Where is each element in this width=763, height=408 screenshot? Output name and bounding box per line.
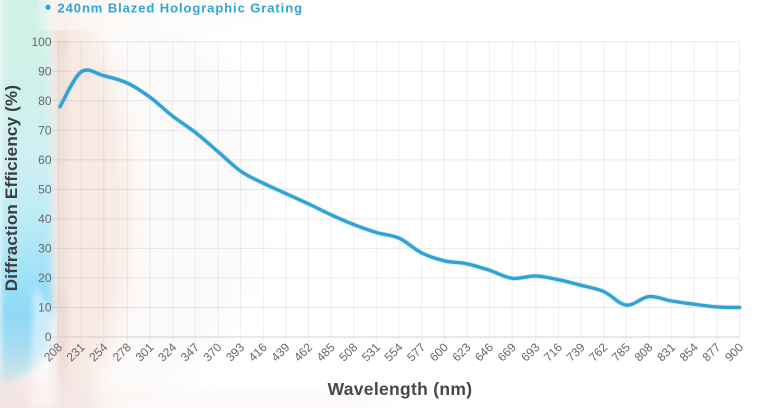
svg-text:90: 90 [38,65,52,79]
svg-text:20: 20 [38,271,52,285]
svg-text:70: 70 [38,124,52,138]
svg-text:30: 30 [38,242,52,256]
svg-text:10: 10 [38,301,52,315]
svg-text:Diffraction Efficiency (%): Diffraction Efficiency (%) [2,85,21,291]
svg-text:50: 50 [38,183,52,197]
svg-text:40: 40 [38,212,52,226]
svg-text:60: 60 [38,153,52,167]
svg-text:100: 100 [31,35,51,49]
svg-text:0: 0 [45,330,52,344]
svg-text:Wavelength (nm): Wavelength (nm) [328,379,473,399]
svg-text:240nm Blazed Holographic Grati: 240nm Blazed Holographic Grating [58,0,303,15]
svg-text:80: 80 [38,94,52,108]
